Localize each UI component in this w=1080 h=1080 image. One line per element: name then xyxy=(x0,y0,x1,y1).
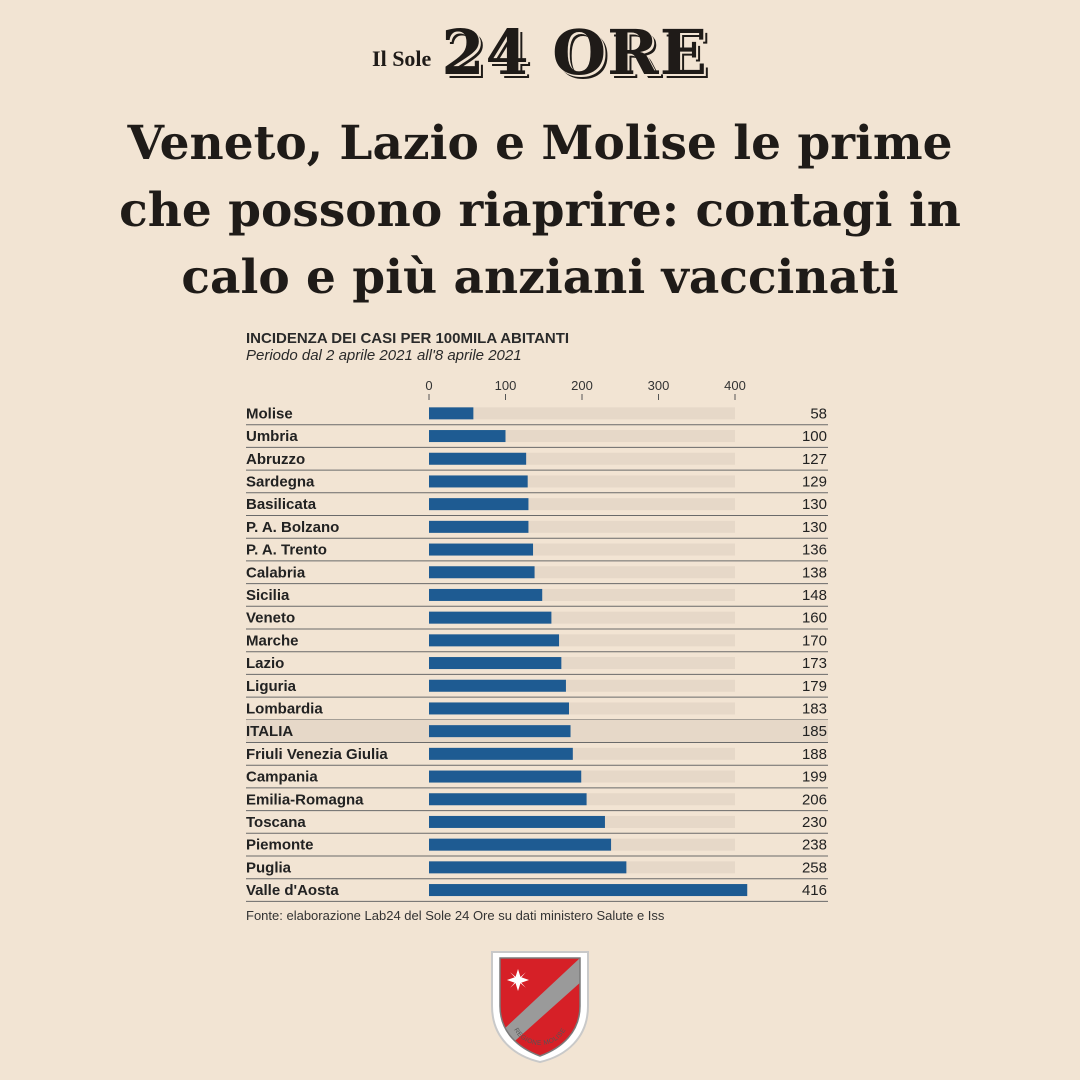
value-label: 58 xyxy=(810,405,827,422)
value-label: 136 xyxy=(802,542,827,559)
x-tick-label: 0 xyxy=(425,378,432,393)
category-label: Sardegna xyxy=(246,473,315,490)
category-label: Marche xyxy=(246,632,299,649)
value-label: 199 xyxy=(802,769,827,786)
bar xyxy=(429,566,535,579)
category-label: Emilia-Romagna xyxy=(246,791,364,808)
category-label: Sicilia xyxy=(246,587,290,604)
category-label: P. A. Bolzano xyxy=(246,519,339,536)
bar xyxy=(429,520,529,533)
category-label: Piemonte xyxy=(246,837,314,854)
value-label: 416 xyxy=(802,882,827,899)
bar xyxy=(429,634,560,647)
bar xyxy=(429,725,571,738)
category-label: Campania xyxy=(246,769,318,786)
category-label: Puglia xyxy=(246,859,292,876)
category-label: Toscana xyxy=(246,814,306,831)
bar xyxy=(429,702,569,715)
value-label: 173 xyxy=(802,655,827,672)
newspaper-logo: Il Sole 24 ORE xyxy=(0,22,1080,84)
bar xyxy=(429,543,534,556)
bar xyxy=(429,838,612,851)
category-label: Umbria xyxy=(246,428,298,445)
value-label: 188 xyxy=(802,746,827,763)
chart-subtitle: Periodo dal 2 aprile 2021 all'8 aprile 2… xyxy=(246,347,522,364)
bar xyxy=(429,430,506,443)
logo-small-text: Il Sole xyxy=(372,46,432,71)
bar xyxy=(429,884,748,897)
bar-track xyxy=(429,407,735,420)
value-label: 130 xyxy=(802,519,827,536)
molise-region-emblem-icon: REGIONE MOLISE xyxy=(491,951,589,1064)
x-tick-label: 200 xyxy=(571,378,593,393)
category-label: Friuli Venezia Giulia xyxy=(246,746,388,763)
bar xyxy=(429,770,582,783)
value-label: 100 xyxy=(802,428,827,445)
bar xyxy=(429,793,587,806)
category-label: Lombardia xyxy=(246,700,323,717)
value-label: 170 xyxy=(802,632,827,649)
bar xyxy=(429,452,527,465)
bar xyxy=(429,407,474,420)
value-label: 230 xyxy=(802,814,827,831)
headline: Veneto, Lazio e Molise le prime che poss… xyxy=(60,110,1020,311)
value-label: 183 xyxy=(802,700,827,717)
category-label: Basilicata xyxy=(246,496,317,513)
bar xyxy=(429,861,627,874)
category-label: Molise xyxy=(246,405,293,422)
value-label: 129 xyxy=(802,473,827,490)
category-label: Calabria xyxy=(246,564,306,581)
bar xyxy=(429,657,562,670)
bar xyxy=(429,679,566,692)
category-label: Liguria xyxy=(246,678,297,695)
bar xyxy=(429,498,529,511)
value-label: 179 xyxy=(802,678,827,695)
value-label: 148 xyxy=(802,587,827,604)
bar xyxy=(429,611,552,624)
value-label: 185 xyxy=(802,723,827,740)
logo-big-text: 24 ORE xyxy=(441,16,708,89)
category-label: P. A. Trento xyxy=(246,542,327,559)
value-label: 258 xyxy=(802,859,827,876)
headline-line-3: calo e più anziani vaccinati xyxy=(181,250,899,305)
bar xyxy=(429,588,543,601)
value-label: 138 xyxy=(802,564,827,581)
bar xyxy=(429,475,528,488)
x-tick-label: 400 xyxy=(724,378,746,393)
chart-source: Fonte: elaborazione Lab24 del Sole 24 Or… xyxy=(246,908,665,923)
value-label: 160 xyxy=(802,610,827,627)
headline-line-2: che possono riaprire: contagi in xyxy=(119,183,961,238)
bar xyxy=(429,747,573,760)
headline-line-1: Veneto, Lazio e Molise le prime xyxy=(127,116,953,171)
x-tick-label: 100 xyxy=(495,378,517,393)
value-label: 130 xyxy=(802,496,827,513)
value-label: 238 xyxy=(802,837,827,854)
bar xyxy=(429,815,605,828)
value-label: 127 xyxy=(802,451,827,468)
category-label: ITALIA xyxy=(246,723,293,740)
chart-title: INCIDENZA DEI CASI PER 100MILA ABITANTI xyxy=(246,330,570,347)
category-label: Valle d'Aosta xyxy=(246,882,339,899)
category-label: Veneto xyxy=(246,610,295,627)
x-tick-label: 300 xyxy=(648,378,670,393)
category-label: Lazio xyxy=(246,655,284,672)
category-label: Abruzzo xyxy=(246,451,305,468)
value-label: 206 xyxy=(802,791,827,808)
